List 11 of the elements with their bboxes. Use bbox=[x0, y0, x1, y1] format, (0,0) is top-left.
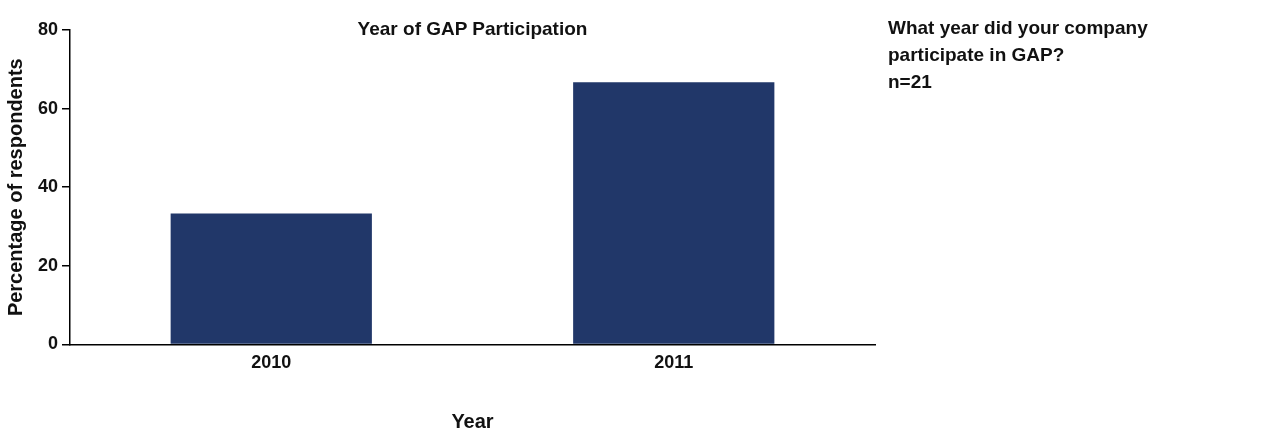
y-tick-label: 0 bbox=[48, 333, 59, 354]
x-tick-label: 2011 bbox=[654, 352, 694, 373]
y-axis-title: Percentage of respondents bbox=[3, 58, 26, 317]
x-tick-label: 2010 bbox=[251, 352, 292, 373]
text: What year did your company participate in GAP? n=21 bbox=[888, 16, 1149, 94]
chart-title: Year of GAP Participation bbox=[357, 17, 588, 39]
x-axis-title: Year bbox=[451, 409, 494, 432]
y-tick-label: 60 bbox=[37, 97, 59, 118]
y-tick-label: 40 bbox=[37, 176, 59, 197]
y-tick-label: 20 bbox=[37, 254, 59, 275]
y-tick-label: 80 bbox=[37, 18, 59, 39]
